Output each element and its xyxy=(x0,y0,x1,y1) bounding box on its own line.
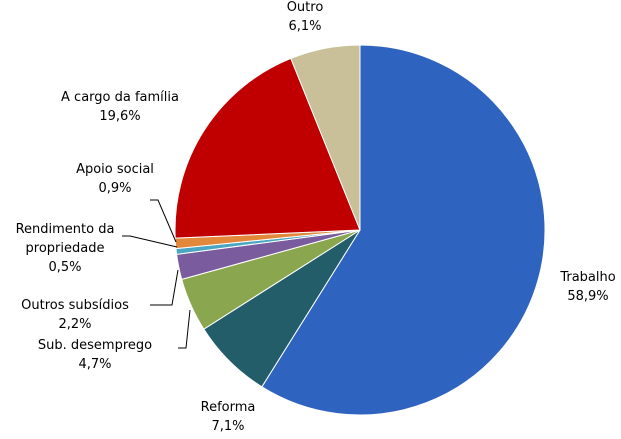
value-label: 2,2% xyxy=(58,317,92,332)
leader-line xyxy=(178,309,191,349)
value-label: 19,6% xyxy=(99,109,141,124)
leader-line xyxy=(150,199,177,243)
category-label: Sub. desemprego xyxy=(37,338,153,353)
pie-slice xyxy=(261,44,546,416)
slice-label: Apoio social 0,9% xyxy=(60,160,170,198)
category-label: Outros subsídios xyxy=(21,298,129,313)
pie-slice xyxy=(174,57,361,239)
slice-label: Outros subsídios 2,2% xyxy=(0,296,150,334)
value-label: 0,9% xyxy=(98,181,132,196)
category-label: Trabalho xyxy=(560,270,616,285)
value-label: 4,7% xyxy=(78,357,112,372)
value-label: 7,1% xyxy=(211,419,245,434)
category-label: Reforma xyxy=(200,400,256,415)
leader-line xyxy=(150,269,179,306)
slice-label: Rendimento da propriedade 0,5% xyxy=(0,220,130,277)
value-label: 6,1% xyxy=(288,19,322,34)
category-label: Apoio social xyxy=(76,162,154,177)
category-label: Rendimento da propriedade xyxy=(15,222,115,256)
slice-label: Trabalho 58,9% xyxy=(548,268,621,306)
slice-label: A cargo da família 19,6% xyxy=(30,88,210,126)
slice-label: Sub. desemprego 4,7% xyxy=(20,336,170,374)
slice-label: Reforma 7,1% xyxy=(178,398,278,436)
pie-slice xyxy=(290,44,361,231)
value-label: 58,9% xyxy=(567,289,609,304)
slice-label: Outro 6,1% xyxy=(255,0,355,36)
value-label: 0,5% xyxy=(48,260,82,275)
leader-line xyxy=(122,235,178,248)
category-label: Outro xyxy=(286,0,324,15)
category-label: A cargo da família xyxy=(61,90,179,105)
